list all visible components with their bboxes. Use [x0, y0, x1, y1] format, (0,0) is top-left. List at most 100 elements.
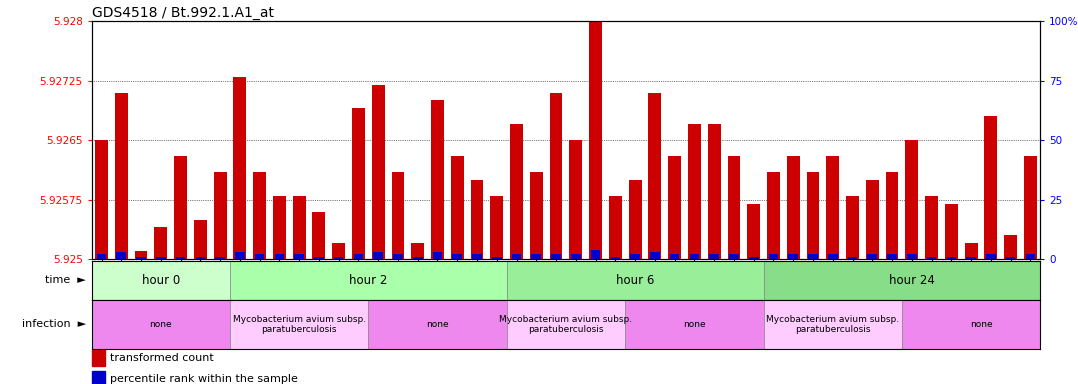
Bar — [907, 255, 916, 259]
Bar — [273, 196, 286, 259]
Bar — [354, 255, 363, 259]
Text: transformed count: transformed count — [110, 353, 213, 363]
Bar — [808, 255, 818, 259]
Bar — [846, 196, 859, 259]
Bar — [530, 172, 542, 259]
Bar — [92, 300, 230, 349]
Text: none: none — [426, 320, 448, 329]
Bar — [369, 300, 507, 349]
Bar — [510, 124, 523, 259]
Bar — [886, 172, 898, 259]
Bar — [1025, 255, 1035, 259]
Bar — [690, 255, 700, 259]
Bar — [984, 116, 997, 259]
Bar — [550, 93, 563, 259]
Bar — [1024, 156, 1037, 259]
Text: hour 24: hour 24 — [889, 274, 935, 287]
Bar — [806, 172, 819, 259]
Bar — [194, 220, 207, 259]
Text: Mycobacterium avium subsp.
paratuberculosis: Mycobacterium avium subsp. paratuberculo… — [499, 315, 633, 334]
Bar — [628, 180, 641, 259]
Bar — [95, 140, 108, 259]
Bar — [512, 255, 522, 259]
Bar — [453, 255, 462, 259]
Bar — [507, 300, 625, 349]
Text: none: none — [150, 320, 172, 329]
Bar — [747, 204, 760, 259]
Bar — [293, 196, 305, 259]
Bar — [650, 252, 660, 259]
Bar — [353, 108, 364, 259]
Bar — [668, 156, 681, 259]
Bar — [728, 156, 741, 259]
Bar — [945, 204, 957, 259]
Bar — [332, 243, 345, 259]
Bar — [92, 261, 230, 300]
Bar — [472, 255, 482, 259]
Bar — [492, 257, 501, 259]
Text: time  ►: time ► — [45, 275, 86, 285]
Bar — [234, 77, 246, 259]
Bar — [902, 300, 1060, 349]
Text: hour 6: hour 6 — [616, 274, 654, 287]
Bar — [391, 172, 404, 259]
Bar — [788, 255, 798, 259]
Bar — [97, 255, 107, 259]
Bar — [768, 172, 779, 259]
Bar — [688, 124, 701, 259]
Bar — [334, 257, 344, 259]
Bar — [610, 257, 620, 259]
Bar — [393, 255, 403, 259]
Bar — [154, 227, 167, 259]
Text: infection  ►: infection ► — [23, 319, 86, 329]
Bar — [412, 243, 424, 259]
Bar — [136, 257, 146, 259]
Bar — [235, 252, 245, 259]
Text: none: none — [683, 320, 706, 329]
Bar — [986, 255, 996, 259]
Bar — [590, 0, 602, 259]
Bar — [213, 172, 226, 259]
Bar — [115, 93, 127, 259]
Bar — [868, 255, 877, 259]
Text: hour 0: hour 0 — [141, 274, 180, 287]
Bar — [431, 101, 444, 259]
Bar — [1006, 257, 1015, 259]
Bar — [92, 371, 105, 384]
Bar — [176, 257, 185, 259]
Bar — [135, 251, 148, 259]
Text: hour 2: hour 2 — [349, 274, 387, 287]
Bar — [571, 255, 581, 259]
Bar — [451, 156, 464, 259]
Bar — [156, 257, 166, 259]
Text: Mycobacterium avium subsp.
paratuberculosis: Mycobacterium avium subsp. paratuberculo… — [233, 315, 365, 334]
Bar — [828, 255, 838, 259]
Text: GDS4518 / Bt.992.1.A1_at: GDS4518 / Bt.992.1.A1_at — [92, 6, 274, 20]
Bar — [551, 255, 561, 259]
Bar — [116, 252, 126, 259]
Bar — [372, 84, 385, 259]
Bar — [591, 250, 600, 259]
Bar — [749, 257, 759, 259]
Bar — [708, 124, 720, 259]
Bar — [432, 252, 442, 259]
Bar — [569, 140, 582, 259]
Bar — [253, 172, 266, 259]
Bar — [471, 180, 483, 259]
Bar — [763, 261, 1060, 300]
Bar — [275, 255, 285, 259]
Bar — [1005, 235, 1017, 259]
Bar — [946, 257, 956, 259]
Bar — [631, 255, 640, 259]
Bar — [887, 255, 897, 259]
Bar — [625, 300, 763, 349]
Bar — [314, 257, 323, 259]
Bar — [669, 255, 679, 259]
Bar — [965, 243, 978, 259]
Bar — [507, 261, 763, 300]
Bar — [827, 156, 839, 259]
Text: none: none — [970, 320, 992, 329]
Bar — [230, 300, 369, 349]
Bar — [866, 180, 879, 259]
Bar — [175, 156, 186, 259]
